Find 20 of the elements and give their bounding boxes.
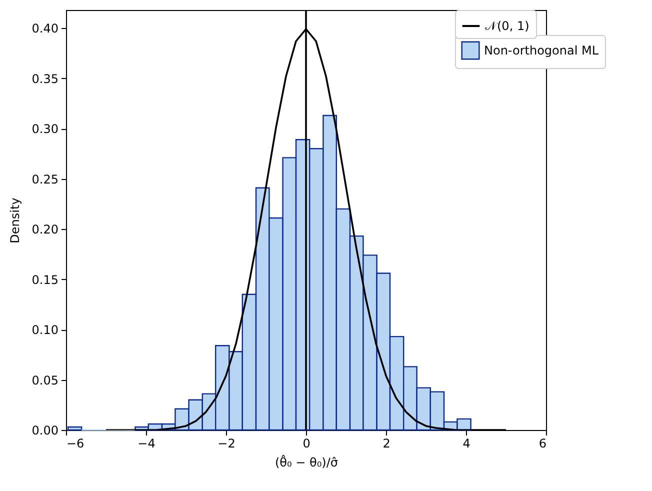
x-tick-label: 2 bbox=[382, 436, 390, 450]
y-tick-label: 0.40 bbox=[32, 22, 58, 36]
legend-label: 𝒩(0, 1) bbox=[485, 19, 530, 33]
y-axis-title: Density bbox=[8, 198, 22, 244]
x-tick-label: −6 bbox=[66, 436, 84, 450]
y-tick-label: 0.00 bbox=[32, 424, 58, 438]
x-tick-label: −2 bbox=[218, 436, 236, 450]
y-tick-label: 0.25 bbox=[32, 172, 58, 186]
y-tick-label: 0.35 bbox=[32, 72, 58, 86]
x-tick-label: −4 bbox=[138, 436, 156, 450]
x-tick-label: 6 bbox=[538, 436, 546, 450]
y-tick-label: 0.15 bbox=[32, 272, 58, 287]
y-tick-label: 0.30 bbox=[32, 122, 58, 136]
x-axis-title: (θ̂₀ − θ₀)/σ̂ bbox=[275, 454, 338, 470]
x-tick-label: 0 bbox=[302, 436, 310, 450]
y-tick-label: 0.10 bbox=[32, 323, 58, 338]
y-tick-label: 0.05 bbox=[32, 373, 58, 388]
x-tick-label: 4 bbox=[462, 436, 470, 450]
y-tick-label: 0.20 bbox=[32, 222, 58, 237]
legend-label: Non-orthogonal ML bbox=[484, 44, 599, 58]
